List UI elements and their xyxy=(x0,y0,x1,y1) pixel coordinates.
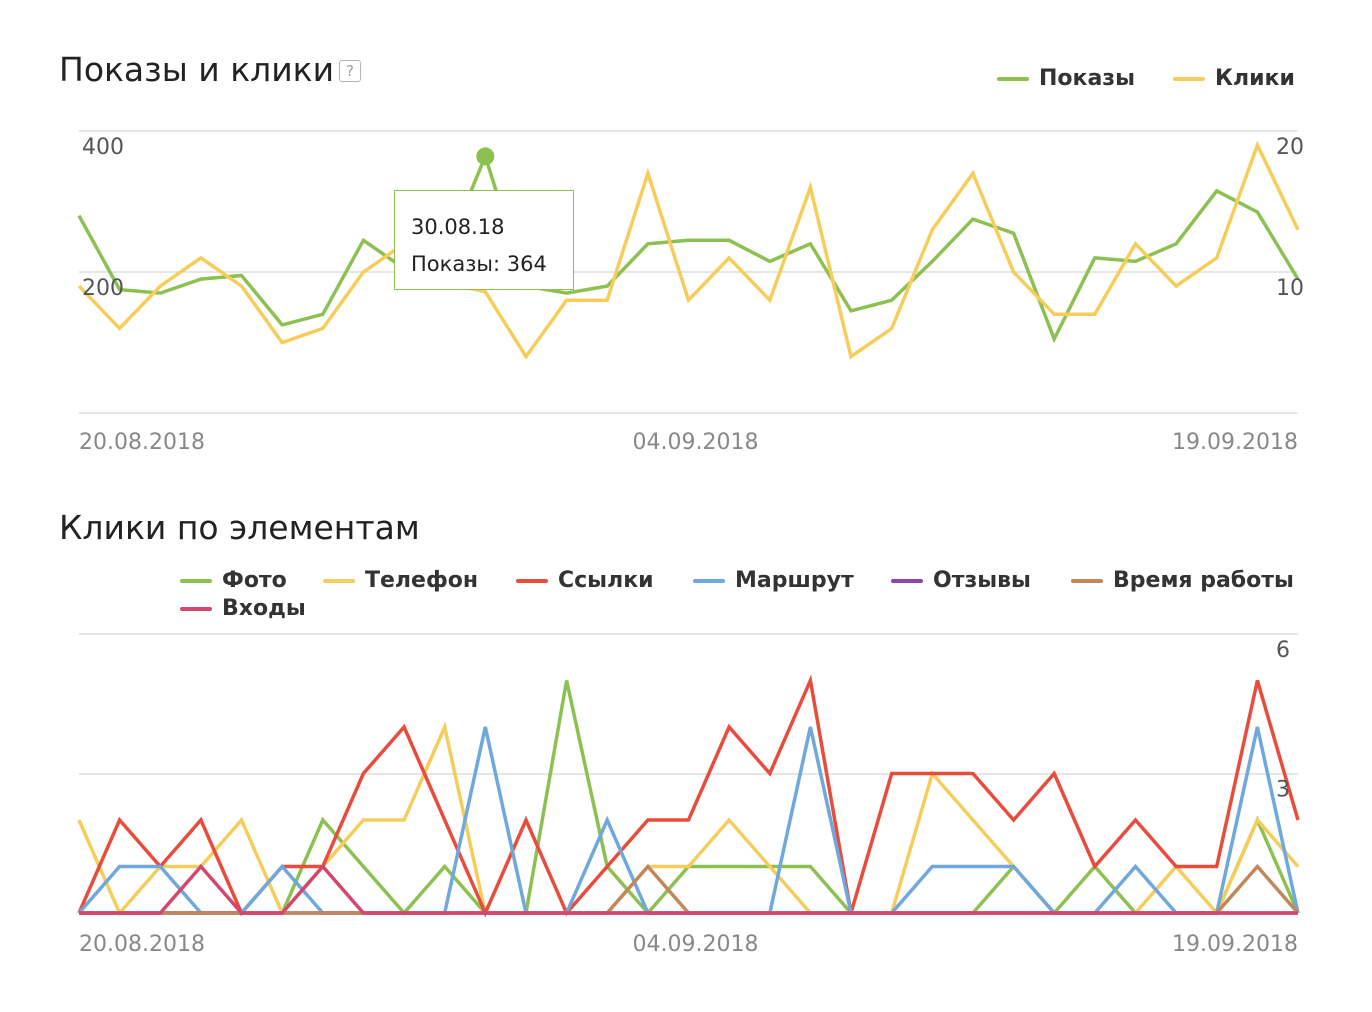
x-tick-label: 19.09.2018 xyxy=(1172,430,1298,455)
legend-item-entrances[interactable]: Входы xyxy=(180,596,306,621)
legend-swatch-links xyxy=(516,578,548,583)
legend-swatch-impressions xyxy=(997,76,1029,81)
legend-label-entrances: Входы xyxy=(222,596,306,621)
y-right-tick-label: 10 xyxy=(1276,276,1304,301)
series-line-6 xyxy=(79,863,1298,915)
y-left-tick-label: 200 xyxy=(82,276,124,301)
x-tick-label: 20.08.2018 xyxy=(79,932,205,957)
series-line-0 xyxy=(77,151,1300,344)
x-tick-label: 04.09.2018 xyxy=(633,430,759,455)
tooltip-date: 30.08.18 xyxy=(411,215,505,239)
legend-label-photo: Фото xyxy=(222,568,287,593)
series-line-1 xyxy=(77,140,1300,360)
y-left-tick-label: 400 xyxy=(82,135,124,160)
legend-swatch-phone xyxy=(323,578,355,583)
legend-label-clicks: Клики xyxy=(1215,66,1295,91)
legend-item-clicks[interactable]: Клики xyxy=(1173,66,1295,91)
legend-item-route[interactable]: Маршрут xyxy=(693,568,854,593)
tooltip-value: 364 xyxy=(506,252,547,276)
y-right-tick-label: 3 xyxy=(1276,778,1290,803)
legend-label-hours: Время работы xyxy=(1113,568,1294,593)
legend-swatch-entrances xyxy=(180,606,212,611)
legend-label-reviews: Отзывы xyxy=(933,568,1031,593)
legend-item-hours[interactable]: Время работы xyxy=(1071,568,1294,593)
tooltip-value-row: Показы: 364 xyxy=(411,252,547,276)
help-icon[interactable]: ? xyxy=(339,60,361,82)
series-line-2 xyxy=(77,674,1300,918)
chart-tooltip: 30.08.18 Показы: 364 xyxy=(394,190,574,290)
legend-swatch-clicks xyxy=(1173,76,1205,81)
legend-item-links[interactable]: Ссылки xyxy=(516,568,654,593)
y-right-tick-label: 6 xyxy=(1276,638,1290,663)
x-tick-label: 19.09.2018 xyxy=(1172,932,1298,957)
legend-item-reviews[interactable]: Отзывы xyxy=(891,568,1031,593)
legend-item-photo[interactable]: Фото xyxy=(180,568,287,593)
legend-swatch-route xyxy=(693,578,725,583)
legend-label-links: Ссылки xyxy=(558,568,654,593)
legend-label-route: Маршрут xyxy=(735,568,854,593)
legend-swatch-hours xyxy=(1071,578,1103,583)
element-clicks-title: Клики по элементам xyxy=(59,508,420,547)
x-tick-label: 04.09.2018 xyxy=(633,932,759,957)
x-tick-label: 20.08.2018 xyxy=(79,430,205,455)
legend-swatch-photo xyxy=(180,578,212,583)
legend-item-phone[interactable]: Телефон xyxy=(323,568,478,593)
impressions-clicks-chart: 400 200 20 10 20.08.2018 04.09.2018 19.09.2018 xyxy=(77,130,1304,455)
impressions-clicks-title: Показы и клики xyxy=(59,50,335,89)
y-right-tick-label: 20 xyxy=(1276,135,1304,160)
legend-label-phone: Телефон xyxy=(365,568,479,593)
tooltip-label: Показы xyxy=(411,252,493,276)
series-line-0 xyxy=(79,680,1300,916)
legend-swatch-reviews xyxy=(891,578,923,583)
legend-label-impressions: Показы xyxy=(1039,66,1135,91)
highlighted-point xyxy=(476,147,495,166)
legend-item-impressions[interactable]: Показы xyxy=(997,66,1135,91)
